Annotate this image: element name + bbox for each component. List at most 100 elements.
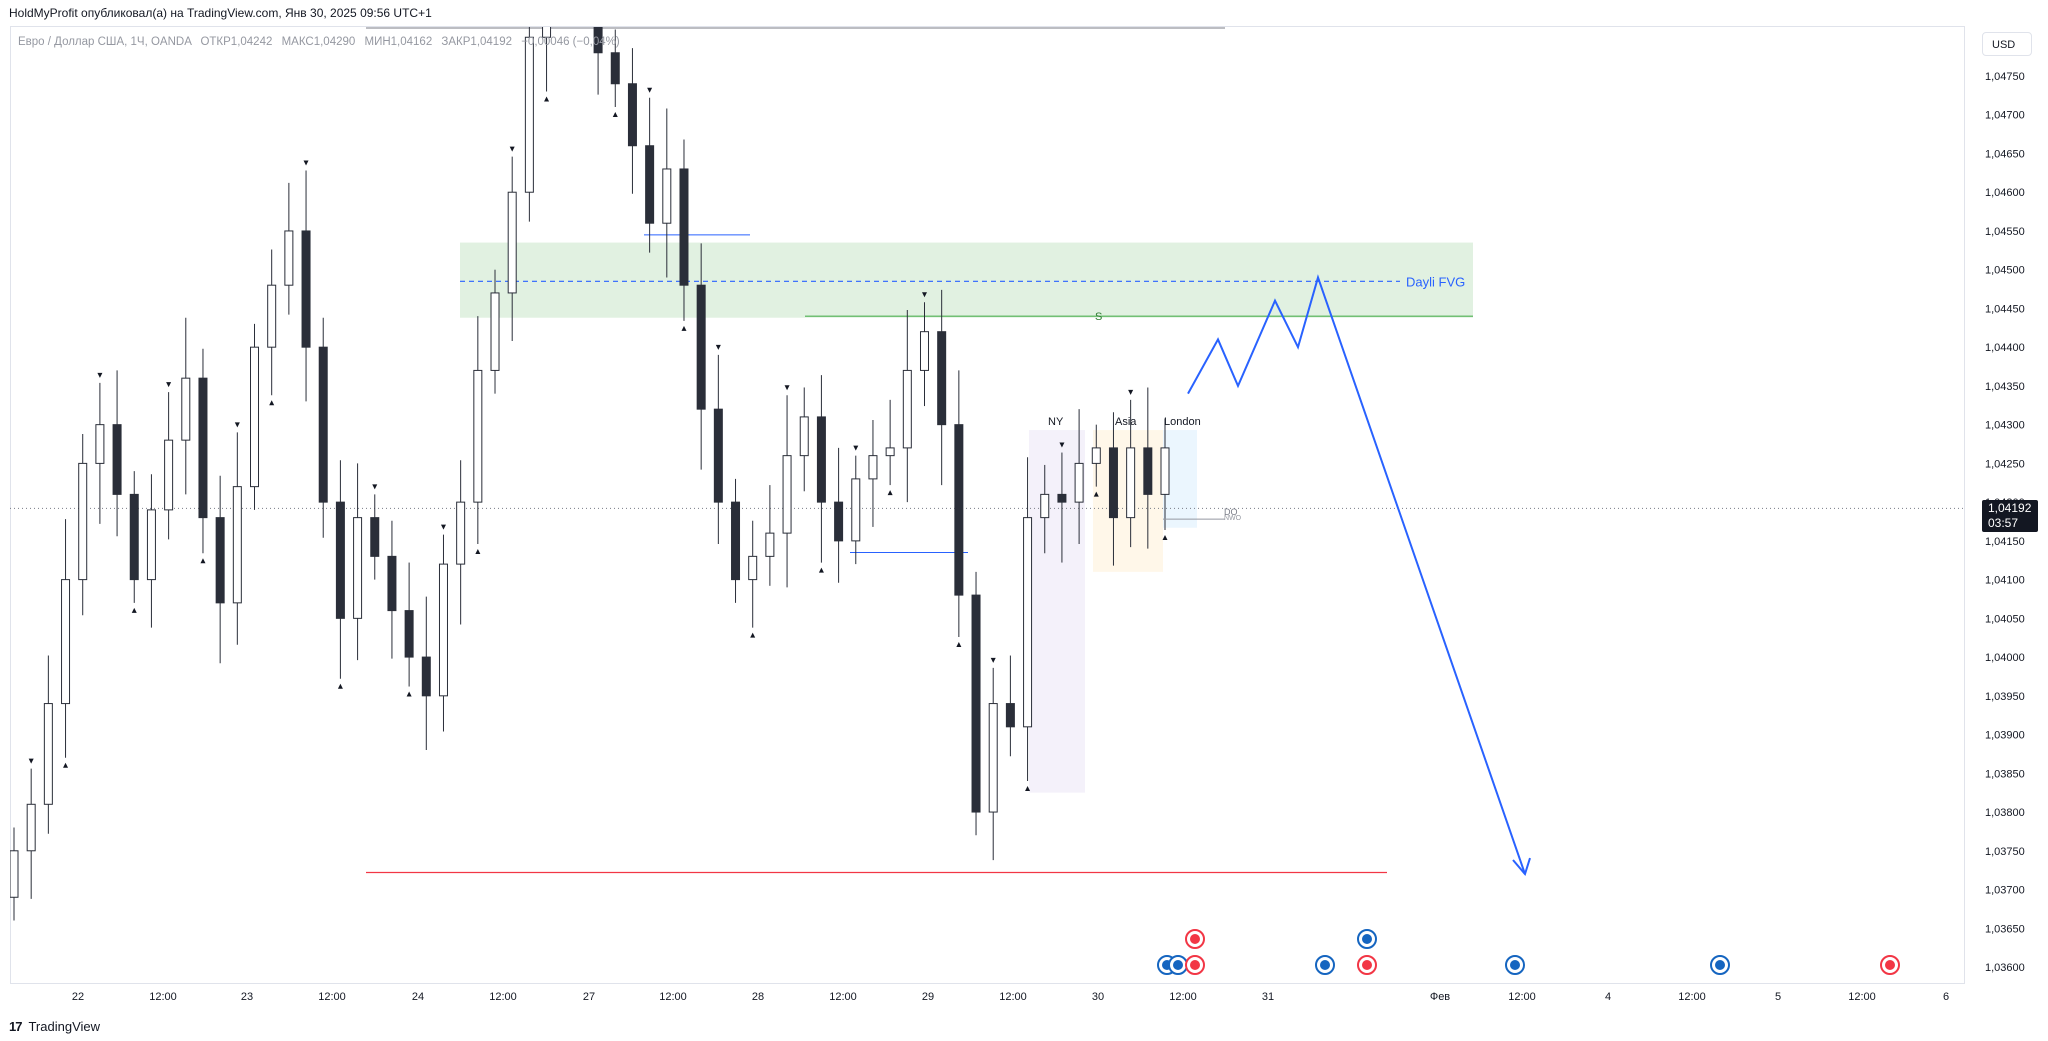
event-flag-icon-core (1510, 960, 1520, 970)
candle-body (78, 462, 88, 581)
candle-body (731, 501, 741, 581)
footer-brand[interactable]: 17 TradingView (9, 1016, 100, 1036)
event-flag-icon-core (1362, 960, 1372, 970)
y-axis-tick-label: 1,04500 (1985, 265, 2025, 277)
y-axis-tick-label: 1,04350 (1985, 381, 2025, 393)
fractal-low-marker (200, 558, 206, 564)
candle-body (713, 408, 723, 503)
x-axis-tick-label: 12:00 (659, 991, 687, 1003)
x-axis-tick-label: 30 (1092, 991, 1104, 1003)
candle-body (95, 424, 105, 464)
candle-body (610, 52, 620, 85)
candle-body (301, 230, 311, 348)
fractal-low-marker (475, 548, 481, 554)
candle-body (971, 594, 981, 813)
last-price-value: 1,04192 (1988, 501, 2032, 515)
fractal-low-marker (612, 111, 618, 117)
y-axis-tick-label: 1,04650 (1985, 148, 2025, 160)
y-axis-tick-label: 1,04150 (1985, 536, 2025, 548)
do-label: DO (1224, 507, 1238, 517)
candle-body (1108, 447, 1118, 519)
fractal-low-marker (337, 683, 343, 689)
fractal-low-marker (1025, 786, 1031, 792)
candle-body (404, 610, 414, 658)
high-label: МАКС (281, 36, 314, 48)
candle-body (885, 447, 895, 457)
projection-path (1187, 274, 1526, 875)
fractal-low-marker (1093, 491, 1099, 497)
fractal-high-marker (440, 524, 446, 530)
candle-body (1091, 447, 1101, 464)
x-axis-tick-label: 12:00 (999, 991, 1027, 1003)
y-axis-tick-label: 1,03800 (1985, 807, 2025, 819)
candle-body (593, 27, 603, 54)
candle-body (26, 803, 36, 852)
candle-body (473, 369, 483, 503)
fractal-low-marker (956, 641, 962, 647)
candle-body (1005, 703, 1015, 728)
fractal-high-marker (372, 484, 378, 490)
chart-pane[interactable] (10, 26, 1965, 984)
fractal-low-marker (131, 607, 137, 613)
asia-label: Asia (1115, 416, 1137, 428)
event-flag-icon-core (1320, 960, 1330, 970)
candle-body (335, 501, 345, 619)
candle-body (782, 455, 792, 534)
y-axis-tick-label: 1,04100 (1985, 575, 2025, 587)
published-by-text: HoldMyProfit опубликовал(а) на TradingVi… (9, 6, 432, 20)
candle-body (1126, 447, 1136, 519)
y-axis-tick-label: 1,04550 (1985, 226, 2025, 238)
fractal-high-marker (509, 146, 515, 152)
candle-body (267, 284, 277, 348)
x-axis-tick-label: 12:00 (489, 991, 517, 1003)
x-axis-tick-label: 23 (241, 991, 253, 1003)
x-axis-tick-label: 12:00 (1848, 991, 1876, 1003)
candle-body (1040, 493, 1050, 519)
fractal-high-marker (853, 445, 859, 451)
x-axis-tick-label: 29 (922, 991, 934, 1003)
candle-body (456, 501, 466, 565)
candle-body (799, 416, 809, 457)
fractal-high-marker (784, 385, 790, 391)
london-label: London (1164, 416, 1201, 428)
x-axis-tick-label: 28 (752, 991, 764, 1003)
candle-body (679, 168, 689, 286)
candle-body (919, 331, 929, 371)
fractal-low-marker (269, 400, 275, 406)
x-axis-tick-label: 12:00 (1508, 991, 1536, 1003)
candle-body (954, 424, 964, 596)
y-axis-tick-label: 1,03700 (1985, 885, 2025, 897)
candle-body (370, 517, 380, 557)
brand-name: TradingView (28, 1018, 101, 1034)
candle-body (318, 346, 328, 503)
event-flag-icon-core (1190, 934, 1200, 944)
y-axis-tick-label: 1,04000 (1985, 652, 2025, 664)
candle-body (10, 850, 19, 898)
x-axis-tick-label: 5 (1775, 991, 1781, 1003)
candle-body (851, 478, 861, 542)
low-label: МИН (364, 36, 391, 48)
y-axis-tick-label: 1,03600 (1985, 962, 2025, 974)
x-axis-tick-label: 6 (1943, 991, 1949, 1003)
change-value: −0,00046 (−0,04%) (521, 36, 620, 48)
open-value: 1,04242 (230, 36, 273, 48)
candle-body (765, 532, 775, 557)
fractal-low-marker (1162, 535, 1168, 541)
candle-body (645, 145, 655, 224)
candle-body (1160, 447, 1170, 495)
fractal-high-marker (166, 382, 172, 388)
low-value: 1,04162 (390, 36, 433, 48)
event-flag-icon-core (1173, 960, 1183, 970)
candle-body (43, 703, 53, 805)
fractal-high-marker (1059, 442, 1065, 448)
candle-body (215, 517, 225, 604)
candle-body (353, 517, 363, 619)
currency-button[interactable]: USD (1982, 32, 2032, 56)
event-flag-icon-core (1190, 960, 1200, 970)
candle-body (112, 424, 122, 495)
x-axis-tick-label: 4 (1605, 991, 1611, 1003)
high-value: 1,04290 (313, 36, 356, 48)
x-axis-tick-label: 22 (72, 991, 84, 1003)
x-axis-tick-label: 12:00 (829, 991, 857, 1003)
